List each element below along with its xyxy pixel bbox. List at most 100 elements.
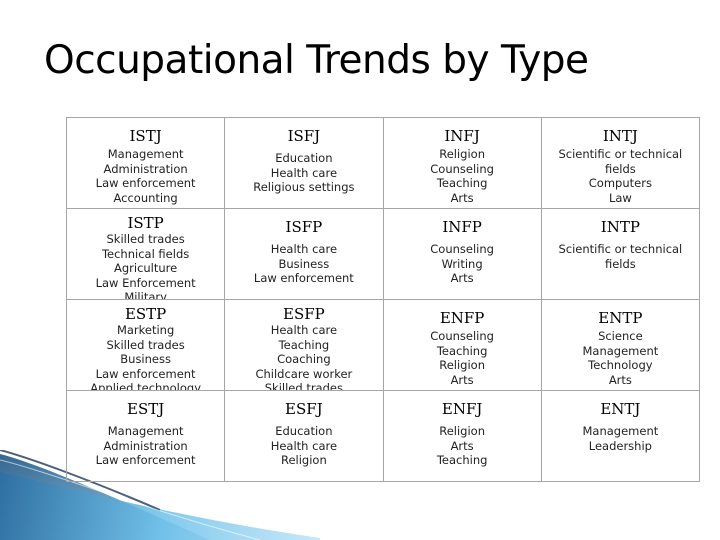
career-item: Technical fields [101, 246, 190, 261]
career-item: Scientific or technical [558, 242, 683, 256]
career-item: Health care [270, 242, 338, 256]
career-list: Scientific or technical fields Computers La… [558, 147, 682, 205]
table-row: ESTJ Management Administration Law enforcem… [65, 390, 701, 482]
type-cell: INTJ Scientific or technical fields Compute… [540, 117, 701, 209]
career-list: Marketing Skilled trades Business Law enfor… [90, 323, 201, 391]
type-cell: ENFJ Religion Arts Teaching [382, 390, 542, 482]
page-title: Occupational Trends by Type [44, 38, 589, 83]
type-cell: ENTJ Management Leadership [540, 390, 701, 482]
career-item: Science [598, 329, 643, 343]
type-label: ENTP [598, 309, 643, 327]
career-item: Religion [439, 424, 485, 438]
career-item: fields [604, 256, 636, 271]
career-item: Military [124, 290, 167, 300]
career-list: Scientific or technical fields [558, 242, 682, 271]
career-list: Management Administration Law enforcement [96, 424, 196, 468]
career-list: Counseling Teaching Religion Arts [430, 329, 494, 387]
type-cell: ISTP Skilled trades Technical fields Agricu… [65, 208, 226, 300]
career-list: Religion Arts Teaching [437, 424, 488, 468]
career-item: Management [107, 424, 184, 438]
type-cell-content: ENTJ Management Leadership [542, 392, 698, 481]
type-cell-content: ISFJ Education Health care Religious settin… [226, 119, 382, 208]
type-label: ENFP [439, 309, 485, 327]
career-item: Health care [270, 323, 338, 337]
career-list: Skilled trades Technical fields Agricultur… [96, 232, 196, 300]
table-row: ISTJ Management Administration Law enforcem… [65, 117, 701, 209]
type-label: ISTJ [129, 127, 162, 145]
type-label: ESFP [283, 305, 325, 323]
career-list: Health care Teaching Coaching Childcare wor… [255, 323, 353, 391]
career-list: Religion Counseling Teaching Arts [430, 147, 494, 205]
career-item: Counseling [430, 161, 494, 176]
type-cell: ISTJ Management Administration Law enforcem… [65, 117, 226, 209]
career-list: Counseling Writing Arts [430, 242, 494, 286]
career-item: Arts [450, 190, 474, 205]
type-label: INTP [600, 218, 640, 236]
career-item: Teaching [436, 453, 488, 467]
career-item: Computers [588, 176, 652, 190]
career-item: Law enforcement [95, 366, 196, 381]
type-label: INFJ [444, 127, 480, 145]
type-cell: INFJ Religion Counseling Teaching Arts [382, 117, 542, 209]
type-cell-content: ENTP Science Management Technology Arts [542, 301, 698, 390]
career-item: Religion [439, 358, 485, 372]
type-cell: ESFJ Education Health care Religion [224, 390, 384, 482]
career-item: Teaching [436, 176, 488, 190]
career-item: Applied technology [90, 381, 201, 391]
type-label: ISFP [285, 218, 323, 236]
career-list: Education Health care Religion [271, 424, 337, 468]
career-item: Teaching [436, 343, 488, 358]
career-item: Education [275, 424, 333, 438]
career-item: Leadership [588, 438, 652, 453]
career-list: Science Management Technology Arts [582, 329, 658, 387]
type-label: ISTP [127, 214, 164, 232]
career-item: Religion [439, 147, 485, 161]
type-cell: ISFP Health care Business Law enforcement [224, 208, 384, 300]
type-cell-content: ESFP Health care Teaching Coaching Childcare… [226, 301, 382, 391]
type-cell: ENFP Counseling Teaching Religion Arts [382, 299, 542, 391]
corner-wave-decoration [0, 450, 320, 540]
career-item: Scientific or technical [558, 147, 683, 161]
career-item: Religion [280, 453, 327, 467]
type-label: ESTJ [127, 400, 165, 418]
career-item: Business [120, 352, 171, 366]
career-item: Childcare worker [255, 366, 353, 381]
type-cell-content: INFP Counseling Writing Arts [384, 210, 540, 299]
career-item: Law enforcement [253, 271, 354, 285]
career-item: Management [582, 343, 659, 358]
type-cell: INFP Counseling Writing Arts [382, 208, 542, 300]
type-cell: INTP Scientific or technical fields [540, 208, 701, 300]
type-occupation-table: ISTJ Management Administration Law enforcem… [65, 117, 701, 482]
type-cell: ESTJ Management Administration Law enforcem… [65, 390, 226, 482]
career-item: Administration [103, 438, 188, 453]
type-cell-content: ESTJ Management Administration Law enforcem… [68, 392, 224, 481]
career-item: Education [275, 151, 333, 165]
type-cell-content: ENFP Counseling Teaching Religion Arts [384, 301, 540, 390]
type-cell-content: ESTP Marketing Skilled trades Business Law e… [68, 301, 224, 391]
career-item: Teaching [278, 337, 330, 352]
type-cell-content: ISFP Health care Business Law enforcement [226, 210, 382, 299]
career-item: Business [278, 256, 330, 271]
career-item: Management [107, 147, 184, 161]
career-item: Law [608, 190, 632, 205]
career-item: Coaching [277, 352, 331, 366]
type-cell-content: INTP Scientific or technical fields [542, 210, 698, 299]
career-list: Health care Business Law enforcement [254, 242, 354, 286]
career-item: Arts [450, 438, 474, 453]
type-label: ENFJ [441, 400, 483, 418]
career-item: Skilled trades [106, 232, 185, 246]
career-item: Marketing [116, 323, 175, 337]
career-item: Accounting [113, 190, 178, 205]
career-item: Skilled trades [106, 337, 185, 352]
career-item: Writing [441, 256, 483, 271]
career-item: Technology [588, 358, 653, 372]
type-label: INFP [442, 218, 482, 236]
type-label: ESTP [124, 305, 167, 323]
type-cell-content: ESFJ Education Health care Religion [226, 392, 382, 481]
type-cell: ENTP Science Management Technology Arts [540, 299, 701, 391]
type-cell-content: INTJ Scientific or technical fields Compute… [542, 119, 698, 208]
type-label: INTJ [602, 127, 638, 145]
career-item: Skilled trades [264, 381, 343, 391]
type-cell: ISFJ Education Health care Religious settin… [224, 117, 384, 209]
type-cell-content: ENFJ Religion Arts Teaching [384, 392, 540, 481]
